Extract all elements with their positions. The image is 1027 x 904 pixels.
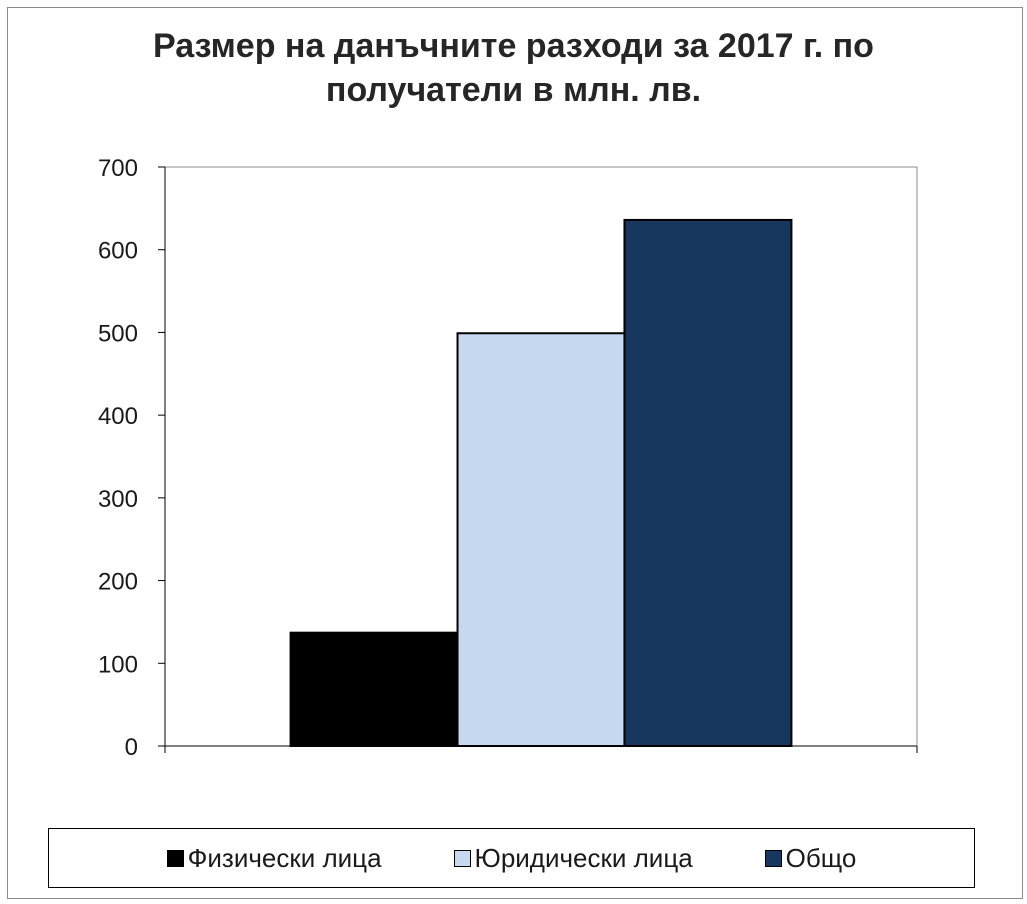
y-tick-label: 0 — [125, 734, 138, 761]
y-tick-label: 200 — [98, 569, 138, 596]
legend-swatch — [764, 849, 782, 867]
legend-label: Общо — [785, 842, 857, 873]
legend-label: Юридически лица — [474, 842, 693, 873]
legend-item: Физически лица — [166, 842, 382, 874]
bar-2 — [456, 332, 626, 747]
y-tick-label: 100 — [98, 651, 138, 678]
y-tick-label: 500 — [98, 320, 138, 347]
bar-1 — [289, 631, 459, 748]
y-tick-label: 400 — [98, 403, 138, 430]
y-tick-label: 300 — [98, 486, 138, 513]
legend-label: Физически лица — [187, 842, 382, 873]
legend-item: Юридически лица — [453, 842, 693, 874]
y-tick-label: 600 — [98, 238, 138, 265]
chart-title-line-1: Размер на данъчните разходи за 2017 г. п… — [153, 27, 874, 65]
chart-title: Размер на данъчните разходи за 2017 г. п… — [0, 24, 1027, 112]
y-tick-label: 700 — [98, 155, 138, 182]
legend-swatch — [166, 849, 184, 867]
chart-title-line-2: получатели в млн. лв. — [325, 71, 702, 110]
legend-swatch — [453, 849, 471, 867]
legend: Физически лица Юридически лица Общо — [48, 828, 975, 888]
bar-3 — [623, 218, 793, 748]
legend-item: Общо — [764, 842, 857, 874]
